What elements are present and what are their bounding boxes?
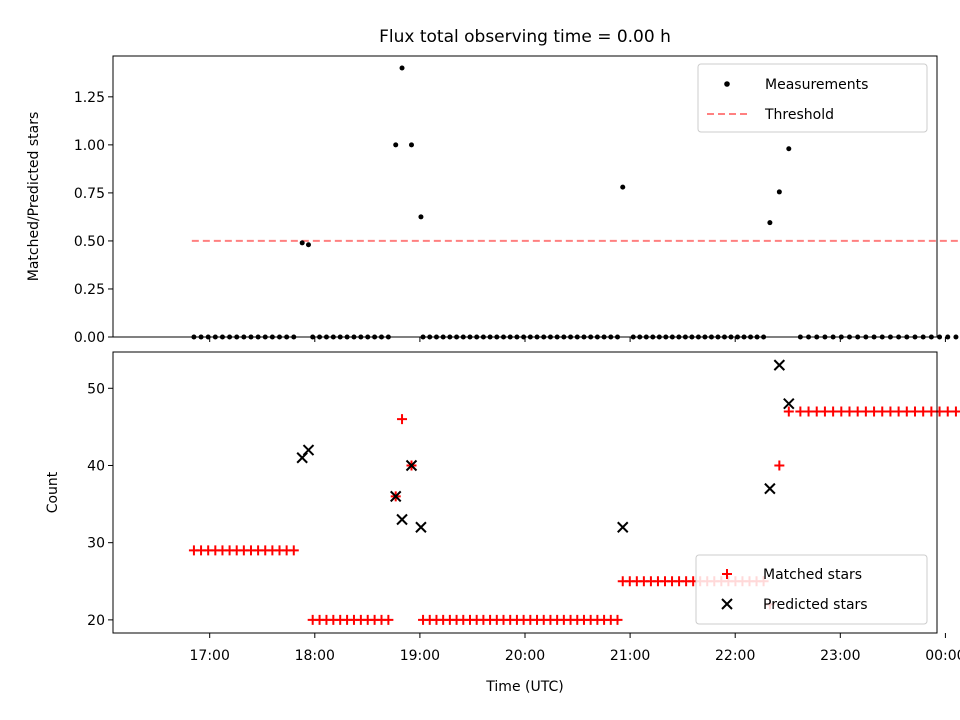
measurement-point [786,146,792,152]
bottom-y-axis-label: Count [45,471,61,513]
bottom-y-tick-label: 30 [87,536,105,552]
measurement-point [299,240,305,246]
x-tick-label: 23:00 [820,648,860,664]
top-legend-swatches [707,81,748,115]
chart-title: Flux total observing time = 0.00 h [379,27,671,47]
measurement-point [945,334,951,340]
x-tick-label: 17:00 [190,648,230,664]
bottom-ticks: 20 30 40 50 17:00 18:00 19:00 20:00 21:00 22:00 23… [87,381,960,664]
legend-label-measurements: Measurements [765,77,868,93]
top-panel: 0.00 0.25 0.50 0.75 1.00 1.25 Flux total obse… [26,27,960,346]
legend-swatch-predicted-stars [721,598,733,610]
matched-star-point [397,414,408,425]
bottom-y-tick-label: 50 [87,381,105,397]
x-tick-label: 20:00 [505,648,545,664]
matched-star-point [383,614,394,625]
matched-star-point [612,614,623,625]
measurement-point [776,189,782,195]
bottom-legend: Matched stars Predicted stars [695,554,928,625]
top-y-axis-label: Matched/Predicted stars [26,112,42,282]
x-tick-label: 18:00 [295,648,335,664]
top-legend-box [697,63,928,133]
matched-star-point [774,460,785,471]
bottom-y-tick-label: 20 [87,613,105,629]
x-tick-label: 00:00 [925,648,960,664]
legend-label-predicted-stars: Predicted stars [763,597,868,613]
matched-star-point [950,406,960,417]
top-y-tick-label: 1.00 [74,138,105,154]
measurement-point [620,184,626,190]
measurement-point [937,334,943,340]
bottom-legend-box [695,554,928,625]
measurement-point [767,220,773,226]
top-legend: Measurements Threshold [697,63,928,133]
bottom-legend-swatches [721,569,733,610]
predicted-star-point [415,521,427,533]
bottom-y-tick-label: 40 [87,458,105,474]
top-y-tick-label: 0.00 [74,330,105,346]
legend-label-threshold: Threshold [764,107,834,123]
top-y-tick-label: 0.50 [74,234,105,250]
bottom-panel: 20 30 40 50 17:00 18:00 19:00 20:00 21:00 22:00 23… [45,351,960,695]
top-ticks: 0.00 0.25 0.50 0.75 1.00 1.25 [74,90,946,346]
x-axis-label: Time (UTC) [485,679,563,695]
legend-swatch-matched-stars [722,569,732,579]
top-y-tick-label: 1.25 [74,90,105,106]
predicted-star-point [405,459,418,472]
measurement-point [399,65,405,71]
top-y-tick-label: 0.25 [74,282,105,298]
predicted-star-point [764,482,776,495]
legend-label-matched-stars: Matched stars [763,567,862,583]
predicted-star-point [302,444,315,456]
top-y-tick-label: 0.75 [74,186,105,202]
matched-star-point [783,406,794,417]
predicted-star-point [783,398,795,410]
predicted-star-point [617,521,629,533]
matched-star-point [288,545,299,556]
predicted-star-point [773,359,786,371]
measurement-point [408,142,414,148]
measurement-point [953,334,959,340]
measurement-point [393,142,399,148]
measurement-point [418,214,424,220]
measurement-point [305,242,311,248]
x-tick-label: 21:00 [610,648,650,664]
predicted-star-point [396,513,408,526]
predicted-star-point [390,490,402,503]
legend-swatch-measurements [724,81,730,87]
x-tick-label: 19:00 [400,648,440,664]
x-tick-label: 22:00 [715,648,755,664]
